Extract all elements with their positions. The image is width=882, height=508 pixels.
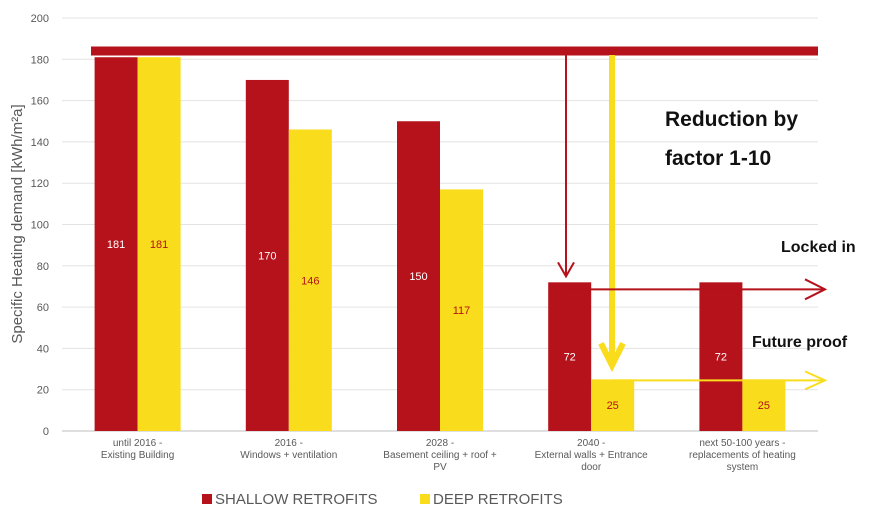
bar [137, 57, 181, 432]
x-category-label: Windows + ventilation [240, 450, 337, 461]
x-category-label: until 2016 - [113, 438, 162, 449]
bar-value-label: 146 [301, 275, 319, 287]
x-category-label: 2028 - [426, 438, 454, 449]
y-axis-ticks: 0 20 40 60 80 100 120 140 160 180 200 [31, 13, 49, 438]
bar-value-label: 181 [150, 239, 168, 251]
x-category-label: Existing Building [101, 450, 174, 461]
y-tick-label: 40 [37, 343, 49, 355]
arrow-head-red [557, 261, 575, 279]
x-category-label: next 50-100 years - [699, 438, 785, 449]
y-tick-label: 120 [31, 178, 49, 190]
legend-swatch [202, 494, 212, 504]
bar-value-label: 72 [564, 352, 576, 364]
bar-value-label: 181 [107, 239, 125, 251]
x-category-label: 2016 - [275, 438, 303, 449]
y-tick-label: 180 [31, 54, 49, 66]
y-tick-label: 160 [31, 96, 49, 108]
x-category-label: 2040 - [577, 438, 605, 449]
bar [440, 189, 483, 431]
legend-label: SHALLOW RETROFITS [215, 491, 378, 508]
bar [591, 379, 635, 431]
legend-label: DEEP RETROFITS [433, 491, 563, 508]
locked-in-text: Locked in [781, 239, 856, 256]
y-tick-label: 80 [37, 261, 49, 273]
bar-value-label: 25 [758, 400, 770, 412]
y-axis-label: Specific Heating demand [kWh/m²a] [9, 104, 26, 343]
arrow-head-locked [804, 278, 828, 301]
arrow-head-yellow [598, 342, 626, 373]
annotations: Reduction by factor 1-10 Locked in Future p… [91, 46, 856, 391]
reduction-text: Reduction by [665, 108, 798, 131]
x-category-label: door [581, 462, 602, 473]
bar [94, 57, 138, 432]
x-category-label: replacements of heating [689, 450, 796, 461]
bar-value-label: 72 [715, 352, 727, 364]
x-category-label: PV [433, 462, 447, 473]
y-tick-label: 0 [43, 426, 49, 438]
legend: SHALLOW RETROFITS DEEP RETROFITS [202, 491, 563, 508]
y-tick-label: 200 [31, 13, 49, 25]
x-category-label: Basement ceiling + roof + [383, 450, 497, 461]
y-tick-label: 140 [31, 137, 49, 149]
reduction-text: factor 1-10 [665, 147, 771, 170]
legend-swatch [420, 494, 430, 504]
future-proof-text: Future proof [752, 334, 848, 351]
bar-value-label: 170 [258, 250, 276, 262]
arrow-head-future [804, 370, 828, 391]
bar [397, 121, 440, 431]
x-category-label: External walls + Entrance [535, 450, 649, 461]
bar-value-label: 25 [607, 400, 619, 412]
bar-value-label: 150 [409, 271, 427, 283]
x-axis-categories: until 2016 -Existing Building 2016 -Windo… [101, 438, 796, 473]
bar [288, 129, 332, 431]
x-category-label: system [727, 462, 759, 473]
y-tick-label: 100 [31, 220, 49, 232]
y-tick-label: 20 [37, 385, 49, 397]
bar-value-label: 117 [453, 305, 471, 317]
bars: 181 170 150 72 72 181 146 117 25 25 [94, 57, 786, 432]
bar [548, 282, 592, 431]
bar [699, 282, 743, 431]
bar [245, 79, 289, 431]
y-tick-label: 60 [37, 302, 49, 314]
bar [742, 379, 786, 431]
